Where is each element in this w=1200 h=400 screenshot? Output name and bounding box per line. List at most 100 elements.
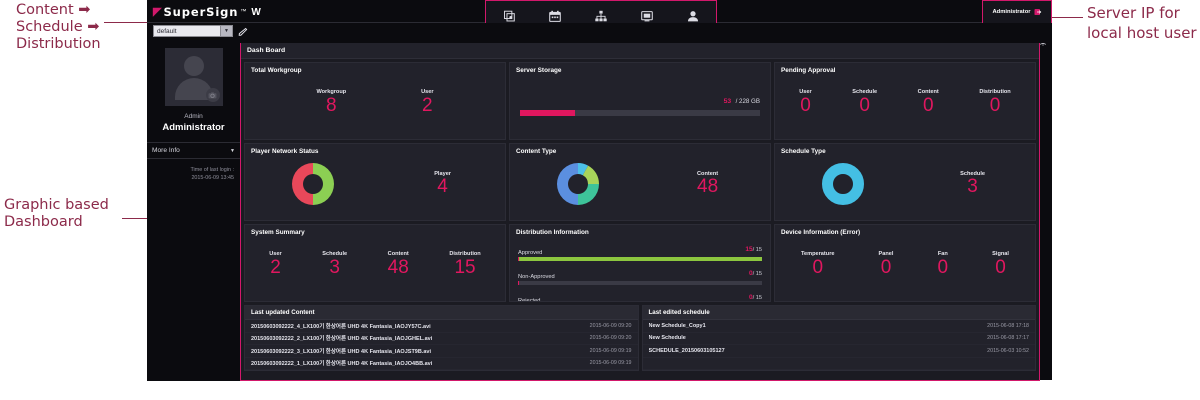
dist-progress-tick: [518, 281, 519, 285]
last-login-block: Time of last login : 2015-06-09 13:45: [147, 166, 240, 182]
table-last-updated-content: Last updated Content 20150603092222_4_LX…: [244, 305, 639, 371]
dist-progress-fill: [518, 257, 762, 261]
dist-max: / 15: [752, 271, 762, 277]
logout-icon[interactable]: [1034, 3, 1042, 21]
stat-value: 0: [922, 94, 934, 116]
content-name: 20150603092222_3_LX100기 한상어른 UHD 4K Fant…: [251, 348, 432, 355]
stat-label: User: [421, 88, 434, 95]
dashboard-panel: Dash Board Total Workgroup Workgroup 8 U: [240, 43, 1040, 381]
stat-signal: Signal 0: [992, 251, 1009, 278]
dashboard-grid: Total Workgroup Workgroup 8 User 2: [241, 59, 1039, 305]
card-title: Distribution Information: [516, 229, 589, 236]
card-player-network-status: Player Network Status Player 4: [244, 143, 506, 221]
storage-progress-track: [520, 110, 760, 116]
stat-value: 0: [995, 256, 1006, 278]
annotation-leader-line-1: [104, 22, 148, 23]
supersign-app-window: ◤ SuperSign ™ W Content Schedule: [147, 0, 1052, 381]
stat-label: Workgroup: [316, 88, 347, 95]
profile-panel: Admin Administrator More Info ▼ Time of …: [147, 43, 240, 381]
table-row[interactable]: 20150603092222_3_LX100기 한상어른 UHD 4K Fant…: [245, 345, 638, 358]
stat-fan: Fan 0: [938, 251, 949, 278]
stat-value: 8: [326, 94, 337, 116]
stat-value: 0: [859, 94, 870, 116]
calendar-icon: [548, 10, 562, 23]
stat-label: Distribution: [979, 88, 1011, 95]
stat-value: 2: [270, 256, 281, 278]
player-total: Player 4: [380, 171, 505, 197]
table-title: Last updated Content: [251, 309, 315, 316]
stat-value: 0: [937, 256, 949, 278]
player-network-donut-chart: [245, 159, 380, 209]
table-last-edited-schedule: Last edited schedule New Schedule_Copy1 …: [641, 305, 1036, 371]
stat-label: User: [799, 88, 812, 95]
table-row[interactable]: SCHEDULE_20150603105127 2015-06-03 10:52: [642, 345, 1035, 358]
workgroup-bar: default ▼: [147, 23, 1052, 43]
camera-icon[interactable]: [205, 88, 220, 102]
stat-label: Content: [387, 250, 409, 257]
dist-row-approved: Approved 15/ 15: [518, 238, 762, 261]
dist-progress-track: [518, 257, 762, 261]
donut-segment: [556, 163, 578, 205]
annotation-leader-line-3: [1031, 17, 1083, 18]
card-distribution-information: Distribution Information Approved 15/ 15: [509, 224, 771, 302]
card-content-type: Content Type Content 48: [509, 143, 771, 221]
annotation-top-left: Content ➡ Schedule ➡ Distribution: [16, 2, 101, 52]
card-device-information-error: Device Information (Error) Temperature 0…: [774, 224, 1036, 302]
card-title: System Summary: [251, 229, 305, 236]
stat-label: Schedule: [852, 88, 878, 95]
card-title: Device Information (Error): [781, 229, 861, 236]
content-total: Content 48: [645, 171, 770, 197]
donut-segment: [577, 184, 599, 205]
pencil-icon[interactable]: [237, 25, 248, 36]
schedule-date: 2015-06-08 17:18: [987, 322, 1029, 329]
profile-name: Administrator: [162, 122, 225, 133]
stat-user: User 2: [421, 89, 433, 116]
stat-label: Content: [697, 171, 719, 177]
avatar-head: [183, 56, 204, 76]
stat-content: Content 0: [918, 89, 939, 116]
app-logo: ◤ SuperSign ™ W: [153, 5, 261, 19]
more-info-label: More Info: [152, 147, 180, 154]
content-name: 20150603092222_4_LX100기 한상어른 UHD 4K Fant…: [251, 323, 431, 330]
table-row[interactable]: 20150603092222_1_LX100기 한상어른 UHD 4K Fant…: [245, 358, 638, 370]
workgroup-select[interactable]: default ▼: [153, 25, 233, 37]
content-date: 2015-06-09 09:20: [589, 322, 632, 329]
chevron-down-icon[interactable]: ▼: [220, 26, 232, 36]
donut-segment: [312, 163, 334, 205]
stat-value: 0: [800, 94, 811, 116]
stat-value: 0: [812, 256, 824, 278]
table-row[interactable]: New Schedule 2015-06-08 17:17: [642, 333, 1035, 345]
stat-content: Content 48: [388, 251, 409, 278]
card-schedule-type: Schedule Type Schedule 3: [774, 143, 1036, 221]
sitemap-icon: [594, 10, 608, 23]
person-icon: [686, 10, 700, 23]
stat-distribution: Distribution 0: [979, 89, 1010, 116]
stat-schedule: Schedule 3: [322, 251, 347, 278]
card-title: Schedule Type: [781, 148, 826, 155]
table-row[interactable]: New Schedule_Copy1 2015-06-08 17:18: [642, 320, 1035, 333]
app-body: Admin Administrator More Info ▼ Time of …: [147, 43, 1052, 381]
table-row[interactable]: [642, 358, 1035, 370]
dashboard-tables: Last updated Content 20150603092222_4_LX…: [241, 305, 1039, 374]
page-title: Dash Board: [247, 47, 286, 54]
profile-role: Admin: [184, 113, 203, 120]
stat-label: Distribution: [449, 250, 481, 257]
dist-label: Approved: [518, 250, 543, 256]
last-login-value: 2015-06-09 13:45: [191, 175, 234, 181]
stat-value: 48: [387, 256, 409, 278]
table-row[interactable]: 20150603092222_2_LX100기 한상어른 UHD 4K Fant…: [245, 333, 638, 345]
stat-label: Schedule: [322, 250, 348, 257]
dist-row-non-approved: Non-Approved 0/ 15: [518, 262, 762, 285]
dist-max: / 15: [752, 295, 762, 301]
dist-label: Non-Approved: [518, 274, 555, 280]
avatar[interactable]: [164, 48, 223, 106]
donut-segment: [291, 163, 313, 205]
stat-value: 4: [437, 176, 448, 197]
logo-mark-icon: ◤: [153, 5, 162, 18]
table-row[interactable]: 20150603092222_4_LX100기 한상어른 UHD 4K Fant…: [245, 320, 638, 333]
stat-label: Panel: [878, 250, 894, 257]
more-info-toggle[interactable]: More Info ▼: [147, 142, 240, 159]
logo-suffix: W: [251, 6, 261, 18]
stat-panel: Panel 0: [879, 251, 894, 278]
